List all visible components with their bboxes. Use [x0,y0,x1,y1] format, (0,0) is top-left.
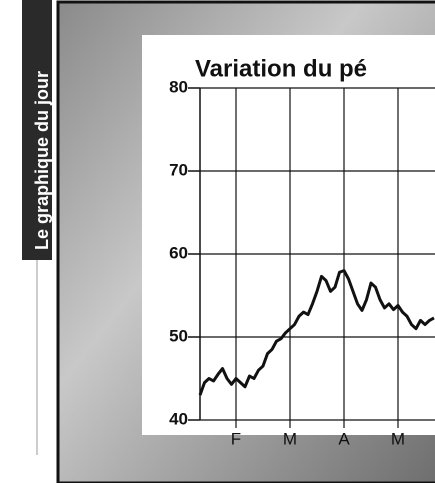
chart [188,87,435,428]
chart-panel [142,35,435,435]
x-tick-label: M [391,429,405,448]
sidebar-band [22,0,52,260]
price-line [198,269,435,396]
x-tick-label: M [283,429,297,448]
x-tick-label: F [231,429,241,448]
y-tick-label: 80 [169,77,188,96]
y-tick-label: 60 [169,243,188,262]
x-tick-label: A [338,429,350,448]
y-tick-label: 70 [169,160,188,179]
y-tick-label: 50 [169,326,188,345]
sidebar-label: Le graphique du jour [32,71,52,250]
y-tick-label: 40 [169,409,188,428]
chart-title: Variation du pé [195,55,367,82]
